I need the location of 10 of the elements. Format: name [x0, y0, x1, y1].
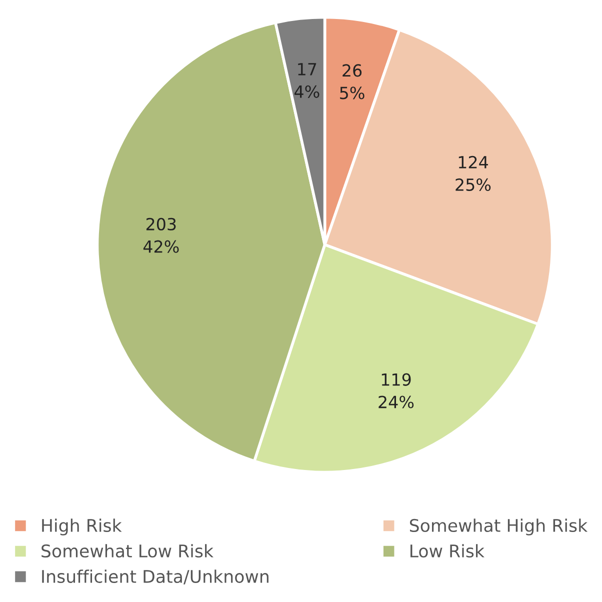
data-label: 124 25%: [456, 156, 491, 191]
data-label: 26 5%: [340, 64, 364, 100]
data-label: 203 42%: [143, 218, 179, 253]
legend-label: Low Risk: [410, 544, 484, 558]
legend-label: Somewhat High Risk: [410, 518, 588, 536]
data-label: 119 24%: [378, 373, 414, 408]
data-label: 17 4%: [294, 63, 320, 98]
legend-label: Insufficient Data/Unknown: [42, 570, 268, 584]
legend-label: Somewhat Low Risk: [42, 544, 214, 558]
legend-label: High Risk: [42, 518, 122, 536]
